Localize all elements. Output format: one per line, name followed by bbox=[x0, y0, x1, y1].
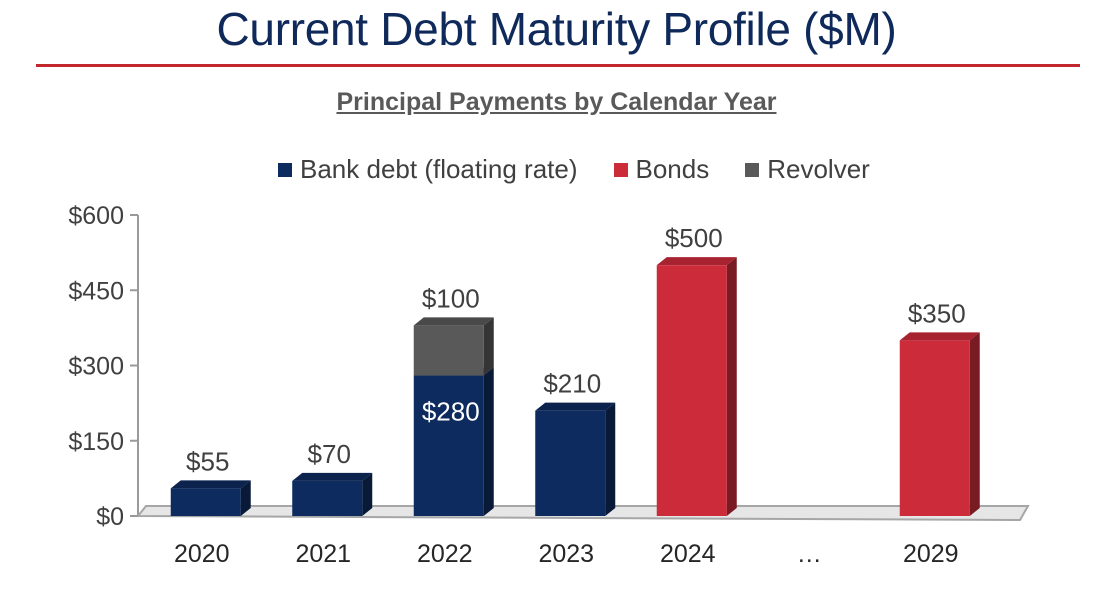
chart-legend: Bank debt (floating rate) Bonds Revolver bbox=[278, 154, 870, 185]
y-tick-label: $450 bbox=[68, 277, 124, 305]
bar-2021-bank bbox=[292, 480, 363, 516]
bar-2023-bank-top bbox=[535, 402, 616, 411]
bar-2022-bank bbox=[413, 375, 484, 516]
legend-label-revolver: Revolver bbox=[767, 154, 870, 184]
y-tick-label: $300 bbox=[68, 353, 124, 381]
data-label: $280 bbox=[422, 397, 480, 427]
y-tick-label: $600 bbox=[68, 202, 124, 230]
data-label: $55 bbox=[186, 446, 229, 476]
x-tick-label: 2023 bbox=[538, 540, 594, 568]
legend-swatch-bank-debt bbox=[278, 162, 292, 177]
bar-2022-bank-side bbox=[483, 367, 494, 516]
bar-2029-bonds bbox=[899, 340, 970, 516]
bar-2029-bonds-side bbox=[969, 332, 980, 516]
bar-2024-bonds-side bbox=[726, 257, 737, 516]
data-label: $350 bbox=[908, 298, 966, 328]
bar-2029-bonds-top bbox=[899, 332, 980, 341]
bar-2020-bank-top bbox=[170, 480, 251, 489]
bar-2023-bank bbox=[535, 410, 606, 516]
data-label: $70 bbox=[308, 439, 351, 469]
bar-2022-revolver bbox=[413, 325, 484, 376]
bar-2021-bank-side bbox=[362, 472, 373, 516]
x-tick-label: 2020 bbox=[174, 540, 230, 568]
bar-2024-bonds bbox=[656, 265, 727, 516]
bar-2020-bank-side bbox=[240, 480, 251, 516]
data-label: $100 bbox=[422, 283, 480, 313]
bar-2022-revolver-side bbox=[483, 317, 494, 376]
y-tick-label: $150 bbox=[68, 428, 124, 456]
x-tick-label: 2024 bbox=[660, 540, 716, 568]
data-label: $210 bbox=[543, 369, 601, 399]
bar-2023-bank-side bbox=[605, 402, 616, 516]
bar-2022-revolver-top bbox=[413, 317, 494, 326]
x-tick-label: 2029 bbox=[903, 540, 959, 568]
legend-label-bank-debt: Bank debt (floating rate) bbox=[300, 154, 578, 184]
legend-label-bonds: Bonds bbox=[635, 154, 710, 184]
x-tick-label: … bbox=[797, 540, 822, 568]
x-tick-label: 2022 bbox=[417, 540, 473, 568]
bar-2021-bank-top bbox=[292, 472, 373, 481]
bar-2024-bonds-top bbox=[656, 257, 737, 266]
legend-swatch-revolver bbox=[745, 162, 760, 177]
page-title: Current Debt Maturity Profile ($M) bbox=[216, 3, 897, 55]
legend-item-revolver: Revolver bbox=[745, 154, 870, 185]
legend-swatch-bonds bbox=[613, 162, 628, 177]
x-tick-label: 2021 bbox=[295, 540, 351, 568]
data-label: $500 bbox=[665, 223, 723, 253]
legend-item-bonds: Bonds bbox=[613, 154, 710, 185]
legend-item-bank-debt: Bank debt (floating rate) bbox=[278, 154, 578, 185]
bar-2020-bank bbox=[170, 488, 241, 516]
y-tick-label: $0 bbox=[96, 503, 124, 531]
title-divider bbox=[36, 64, 1080, 67]
chart-title: Principal Payments by Calendar Year bbox=[336, 88, 777, 116]
